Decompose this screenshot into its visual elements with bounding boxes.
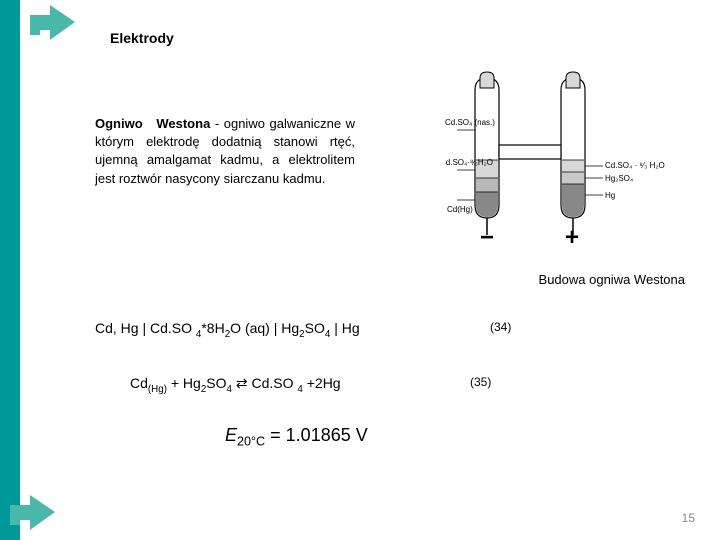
label-hg: Hg (605, 191, 615, 200)
equation-3: E20°C = 1.01865 V (225, 425, 368, 449)
description-bold1: Ogniwo (95, 116, 143, 131)
label-cdhg: Cd(Hg) (447, 205, 473, 214)
corner-arrow-icon (20, 0, 80, 50)
page-title: Elektrody (110, 30, 174, 46)
label-hg2so4: Hg₂SO₄ (605, 174, 633, 183)
equation-2: Cd(Hg) + Hg2SO4 ⇄ Cd.SO 4 +2Hg (130, 375, 341, 395)
equation-1: Cd, Hg | Cd.SO 4*8H2O (aq) | Hg2SO4 | Hg (95, 320, 360, 340)
equation-1-number: (34) (490, 320, 511, 334)
label-cdso4-h2o-right: Cd.SO₄ · ⁸⁄₃ H₂O (605, 161, 665, 170)
sidebar-accent (0, 0, 20, 540)
bottom-arrow-icon (0, 490, 60, 540)
plus-sign: + (565, 224, 579, 250)
eq3-rhs: = 1.01865 V (265, 425, 368, 445)
equation-2-number: (35) (470, 375, 491, 389)
diagram-caption: Budowa ogniwa Westona (539, 272, 685, 287)
page-number: 15 (682, 511, 695, 525)
minus-sign: − (480, 224, 494, 250)
right-tube (561, 72, 585, 235)
description-paragraph: Ogniwo Westona - ogniwo galwaniczne w kt… (95, 115, 355, 188)
eq3-sub: 20°C (237, 435, 265, 449)
left-tube (475, 72, 499, 235)
label-cdso4-nas: Cd.SO₄ (nas.) (445, 118, 495, 127)
description-bold2: Westona (156, 116, 210, 131)
label-cdso4-h2o-left: Cd.SO₄·⁸⁄₃H₂O (445, 158, 493, 167)
eq3-lhs: E (225, 425, 237, 445)
weston-cell-diagram: Cd.SO₄ (nas.) Cd.SO₄·⁸⁄₃H₂O Cd(Hg) Cd.SO… (445, 70, 705, 250)
